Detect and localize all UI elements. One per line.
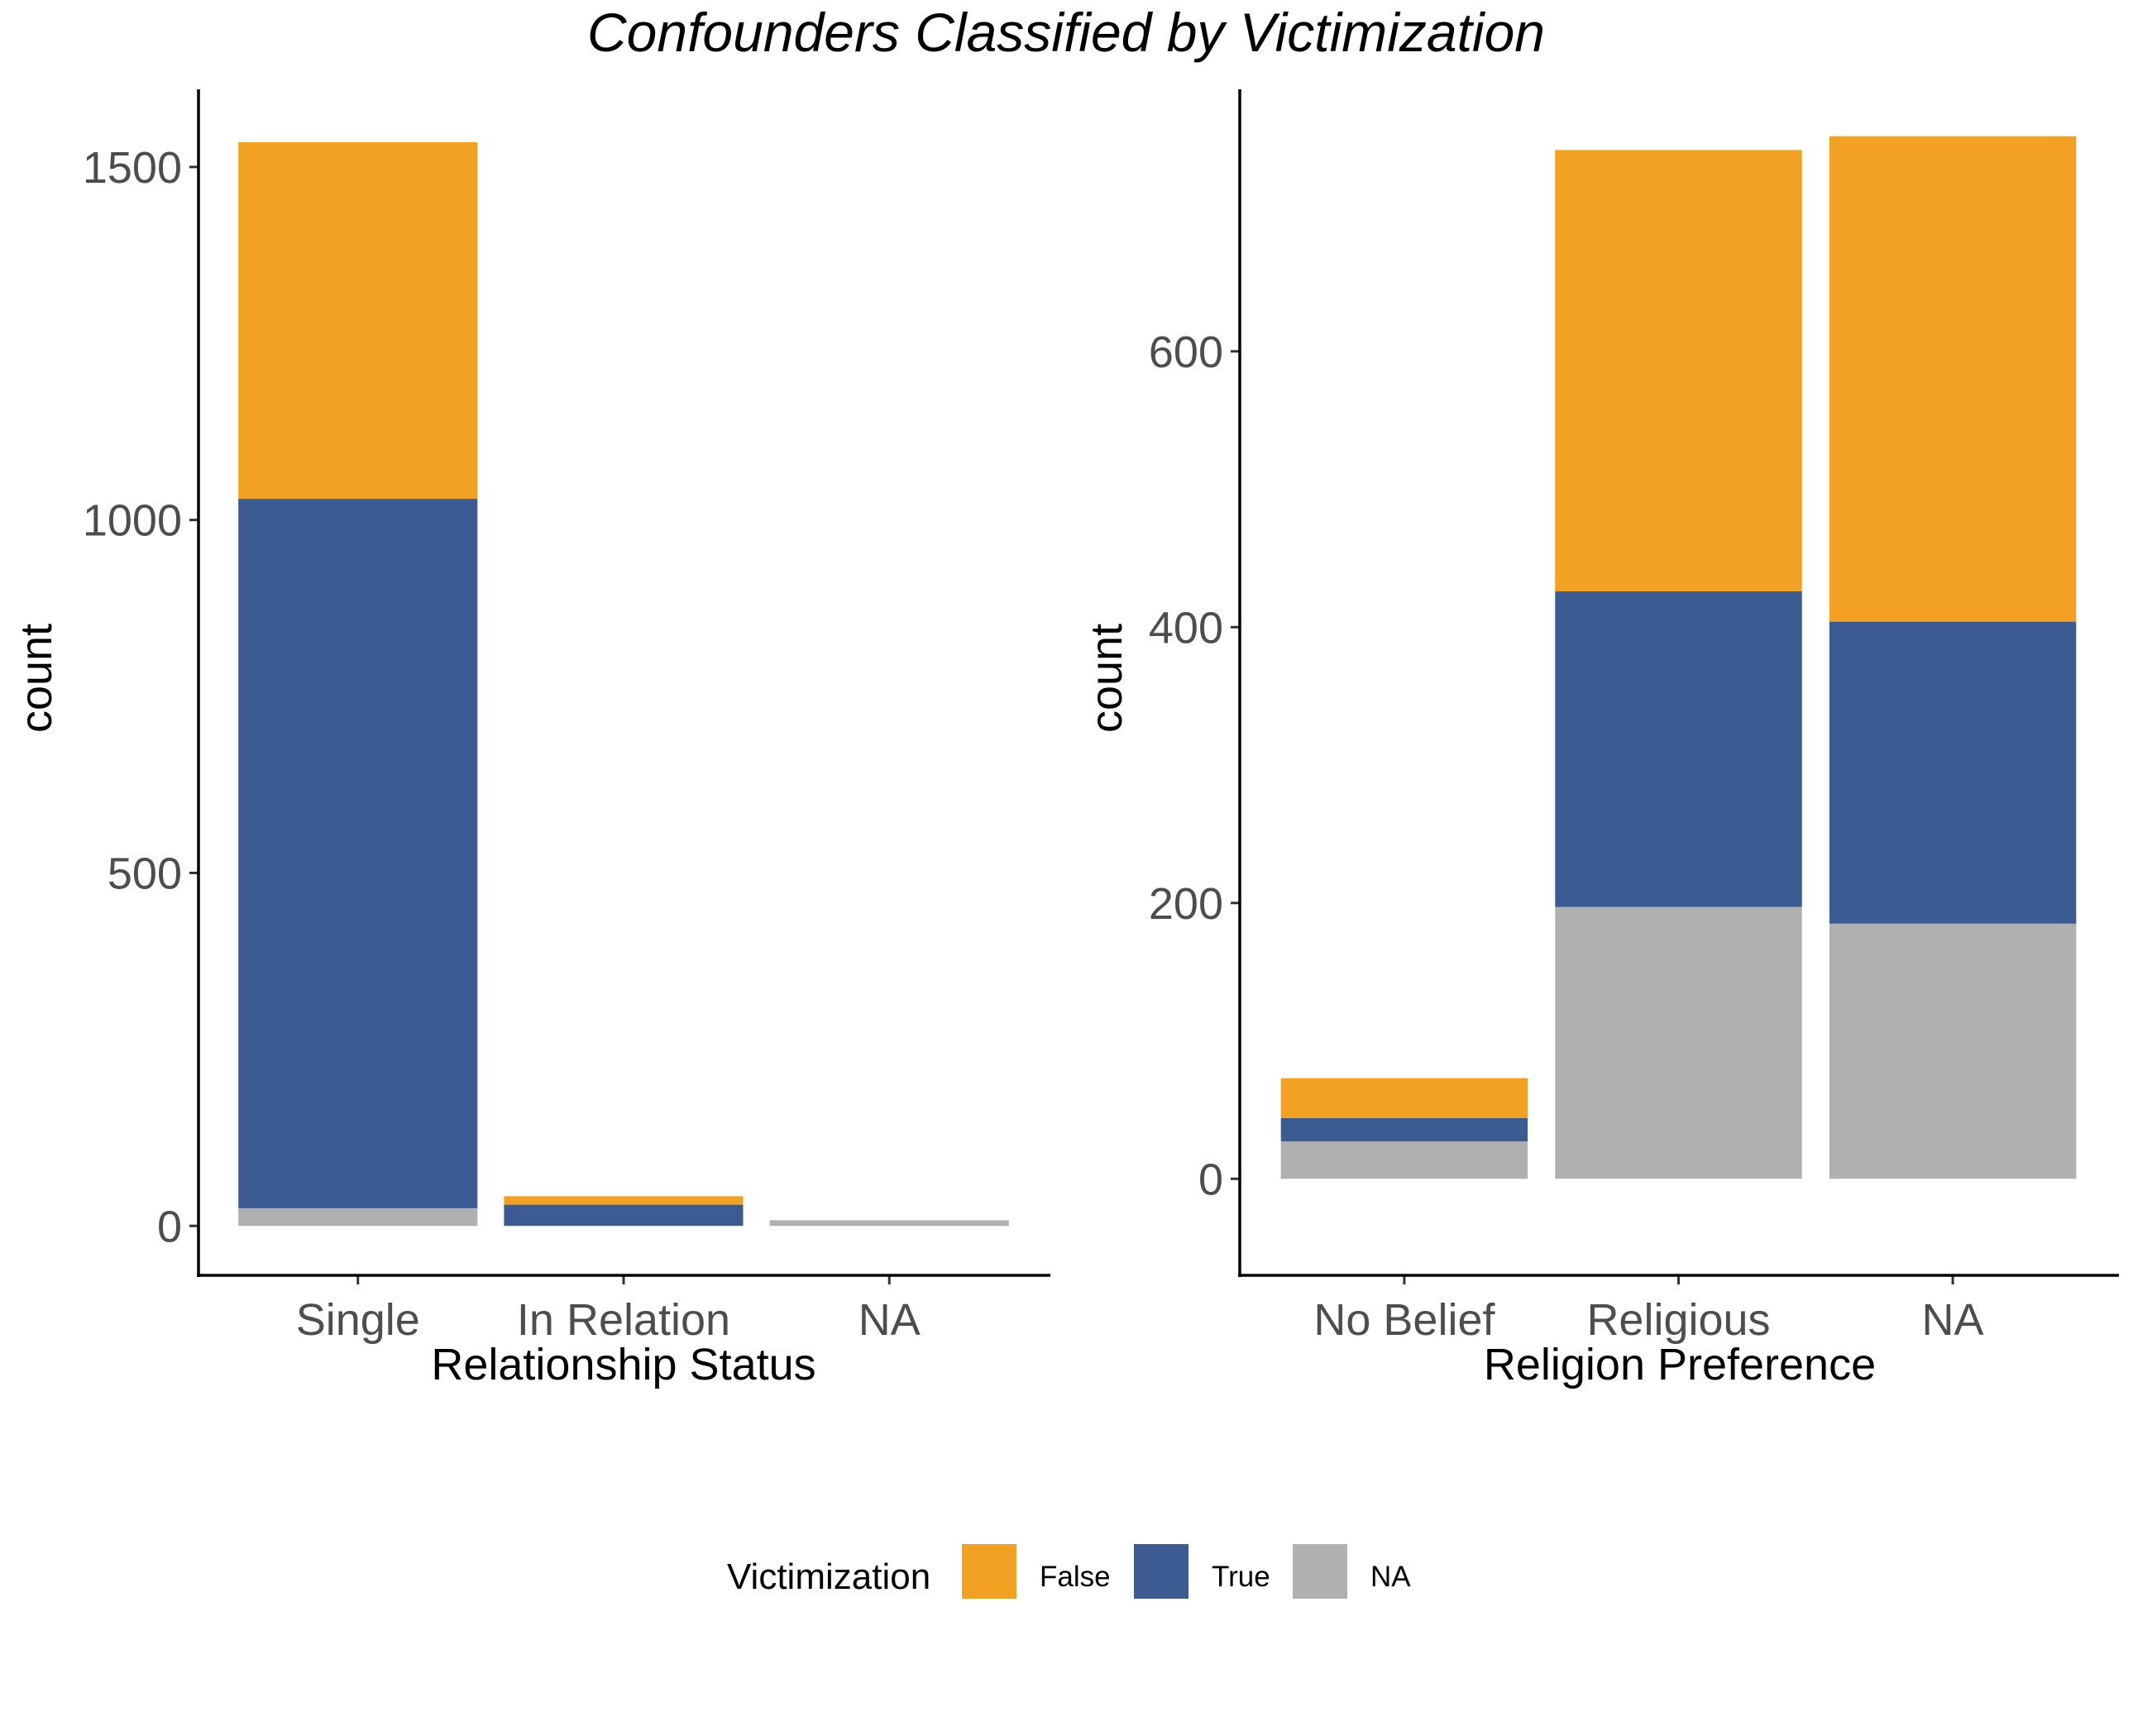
y-tick-label: 400: [1149, 603, 1223, 653]
legend-title: Victimization: [727, 1557, 930, 1597]
legend-key-na: [1293, 1544, 1347, 1599]
bar-in-relation-false: [504, 1196, 744, 1205]
y-tick-label: 0: [1198, 1155, 1223, 1204]
bar-na-na: [1829, 923, 2077, 1179]
legend: Victimization False True NA: [727, 1544, 1411, 1599]
ticks-group: Single In Relation NA 0 500 1000 1500: [83, 143, 921, 1345]
bar-single-true: [238, 499, 478, 1208]
x-tick-label: No Belief: [1313, 1295, 1495, 1345]
x-tick-label: NA: [858, 1295, 921, 1345]
legend-label-false: False: [1040, 1561, 1111, 1593]
legend-label-na: NA: [1370, 1561, 1411, 1593]
bar-na-false: [1829, 136, 2077, 622]
legend-label-true: True: [1212, 1561, 1270, 1593]
bar-na-na: [769, 1220, 1009, 1227]
bar-single-na: [238, 1208, 478, 1227]
legend-key-false: [962, 1544, 1016, 1599]
bar-no-belief-true: [1280, 1117, 1528, 1142]
ticks-group: No Belief Religious NA 0 200 400 600: [1149, 328, 1984, 1345]
panel-relationship-status: count Relationship Status Single In Relat…: [12, 89, 1050, 1389]
bar-no-belief-na: [1280, 1141, 1528, 1179]
y-tick-label: 200: [1149, 879, 1223, 929]
bars-group: [238, 142, 1009, 1227]
bar-single-false: [238, 142, 478, 500]
chart-title: Confounders Classified by Victimization: [587, 2, 1545, 63]
y-axis-title: count: [1082, 624, 1131, 733]
y-tick-label: 1500: [83, 143, 182, 193]
bar-na-true: [1829, 621, 2077, 924]
x-tick-label: Religious: [1586, 1295, 1770, 1345]
x-axis-title: Religion Preference: [1484, 1340, 1876, 1389]
bars-group: [1280, 136, 2077, 1179]
y-tick-label: 1000: [83, 496, 182, 546]
y-tick-label: 500: [108, 849, 182, 898]
y-tick-label: 0: [157, 1202, 182, 1251]
x-axis-title: Relationship Status: [431, 1340, 815, 1389]
bar-no-belief-false: [1280, 1078, 1528, 1118]
legend-key-true: [1134, 1544, 1188, 1599]
panel-religion-preference: count Religion Preference No Belief Relig…: [1082, 89, 2119, 1389]
bar-religious-na: [1555, 906, 1802, 1179]
bar-religious-true: [1555, 591, 1802, 907]
bar-in-relation-true: [504, 1204, 744, 1227]
y-axis-title: count: [12, 624, 61, 733]
bar-religious-false: [1555, 150, 1802, 591]
y-tick-label: 600: [1149, 328, 1223, 377]
x-tick-label: NA: [1922, 1295, 1984, 1345]
x-tick-label: In Relation: [517, 1295, 730, 1345]
x-tick-label: Single: [296, 1295, 420, 1345]
